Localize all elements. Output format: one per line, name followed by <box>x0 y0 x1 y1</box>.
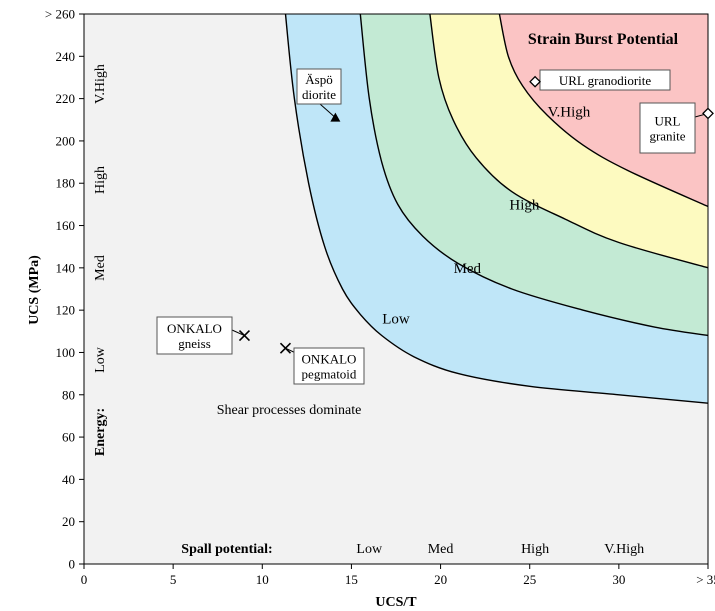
y-tick-label: 180 <box>56 176 76 191</box>
shear-annotation: Shear processes dominate <box>217 403 362 418</box>
band-labels: Low Med High V.High <box>382 104 591 327</box>
axes: 0 5 10 15 20 25 30 > 35 0 20 40 60 80 100 120 140 160 180… <box>45 7 715 588</box>
callout-box-url-granodiorite <box>539 69 671 91</box>
y-tick-label: 60 <box>62 430 75 445</box>
energy-level-med: Med <box>93 255 108 281</box>
x-tick-label: 0 <box>81 572 88 587</box>
band-label-v-high: V.High <box>548 104 591 120</box>
y-tick-label: 20 <box>62 514 75 529</box>
callout-box-onkalo-pegmatoid <box>293 347 365 385</box>
burst-bands <box>284 13 709 404</box>
y-tick-label: 140 <box>56 260 76 275</box>
y-tick-label: 40 <box>62 472 75 487</box>
callout-box-sp-diorite <box>296 68 342 105</box>
boundary-line-low <box>284 13 709 404</box>
point-label-onkalo-pegmatoid: pegmatoid <box>302 367 357 382</box>
energy-label: Energy: <box>93 408 108 456</box>
plot-frame <box>83 13 709 565</box>
x-axis-label: UCS/T <box>375 595 417 610</box>
callout-box-onkalo-gneiss <box>156 316 233 355</box>
band-label-high: High <box>509 197 540 213</box>
y-tick-label: 100 <box>56 345 76 360</box>
y-tick-label: 0 <box>69 557 76 572</box>
band-label-low: Low <box>382 312 410 328</box>
y-tick-label: 80 <box>62 387 75 402</box>
spall-level-high: High <box>521 542 549 557</box>
point-label-url-granodiorite: URL granodiorite <box>559 73 652 88</box>
y-axis-label: UCS (MPa) <box>27 255 42 325</box>
x-tick-label: 30 <box>612 572 625 587</box>
chart-title: Strain Burst Potential <box>528 31 679 48</box>
x-tick-label: 15 <box>345 572 358 587</box>
y-tick-label: 200 <box>56 133 76 148</box>
band-label-med: Med <box>454 261 482 277</box>
point-label-sp-diorite: Äspö <box>305 72 332 87</box>
point-marker-sp-diorite <box>330 112 341 122</box>
point-marker-onkalo-gneiss <box>238 329 251 342</box>
point-label-onkalo-gneiss: gneiss <box>178 336 211 351</box>
energy-level-v-high: V.High <box>93 64 108 104</box>
point-label-onkalo-gneiss: ONKALO <box>167 321 222 336</box>
x-tick-label: 5 <box>170 572 177 587</box>
boundary-line-high <box>429 13 709 269</box>
callout-leader-sp-diorite <box>319 103 336 119</box>
point-label-sp-diorite: diorite <box>302 87 336 102</box>
spall-label: Spall potential: <box>181 542 272 557</box>
x-tick-label: 10 <box>256 572 269 587</box>
point-label-onkalo-pegmatoid: ONKALO <box>302 352 357 367</box>
point-label-url-granite: URL <box>655 114 681 129</box>
spall-level-v-high: V.High <box>604 542 644 557</box>
boundary-line-med <box>359 13 709 337</box>
y-tick-label: > 260 <box>45 7 75 22</box>
callout-box-url-granite <box>639 102 696 154</box>
energy-level-high: High <box>93 166 108 194</box>
spall-level-low: Low <box>356 542 383 557</box>
y-tick-label: 120 <box>56 303 76 318</box>
callout-leader-onkalo-gneiss <box>231 329 245 336</box>
point-marker-onkalo-pegmatoid <box>279 342 292 354</box>
point-marker-url-granite <box>702 107 714 120</box>
x-tick-label: > 35 <box>696 572 715 587</box>
x-tick-label: 20 <box>434 572 447 587</box>
y-tick-label: 160 <box>56 218 76 233</box>
point-marker-url-granodiorite <box>529 75 541 88</box>
energy-level-low: Low <box>93 346 108 373</box>
x-tick-label: 25 <box>523 572 536 587</box>
spall-level-med: Med <box>428 542 454 557</box>
y-tick-label: 240 <box>56 49 76 64</box>
band-v-high <box>499 14 708 207</box>
y-tick-label: 220 <box>56 91 76 106</box>
boundary-line-v-high <box>498 13 709 208</box>
point-label-url-granite: granite <box>649 129 685 144</box>
